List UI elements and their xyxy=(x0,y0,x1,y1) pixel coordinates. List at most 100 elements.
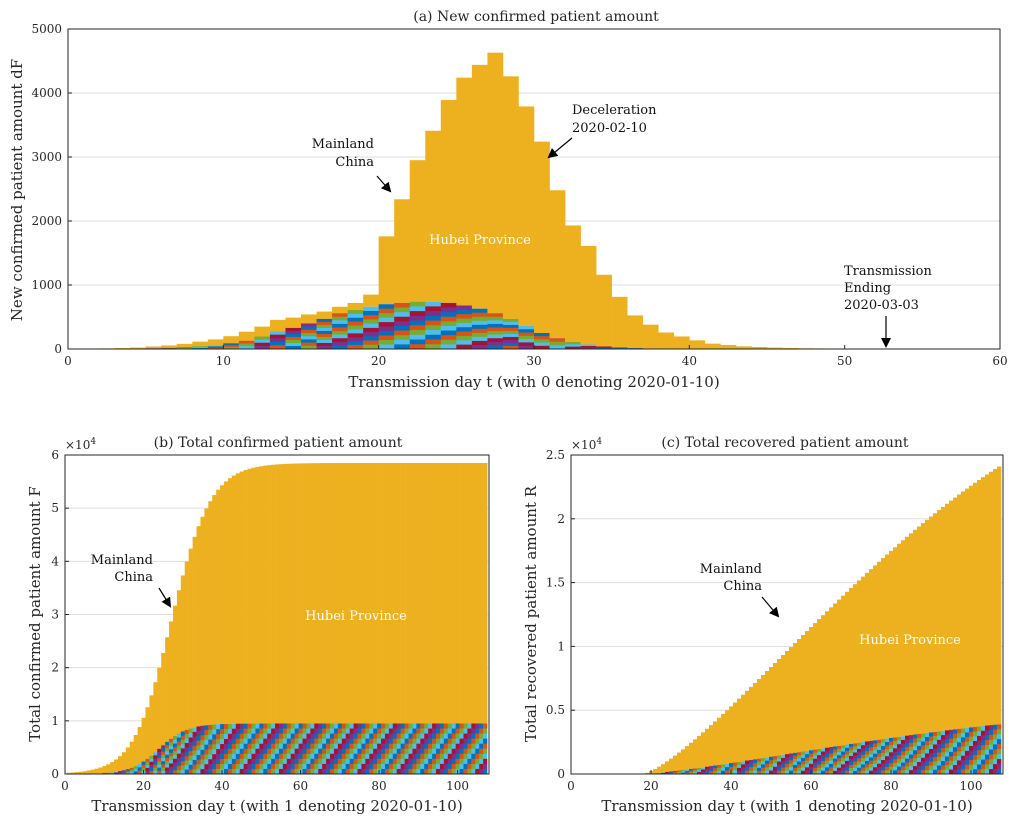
bar-province-c xyxy=(881,770,886,775)
bar-province-b xyxy=(184,734,189,739)
x-tick-label-b: 80 xyxy=(371,779,386,793)
bar-hubei-c xyxy=(933,513,938,732)
bar-province-b xyxy=(412,733,417,740)
bar-province-c xyxy=(925,736,930,742)
bar-province-b xyxy=(231,733,237,740)
bar-province-a xyxy=(518,329,535,333)
bar-province-b xyxy=(333,733,339,740)
bar-province-b xyxy=(165,767,170,772)
bar-province-b xyxy=(322,758,327,765)
bar-province-b xyxy=(377,723,382,729)
bar-province-b xyxy=(259,748,264,755)
bar-province-b xyxy=(341,733,347,740)
bar-province-c xyxy=(981,754,986,760)
bar-province-c xyxy=(965,732,970,738)
bar-province-b xyxy=(392,733,398,740)
bar-province-b xyxy=(129,769,135,773)
bar-hubei-a xyxy=(534,141,550,333)
bar-province-b xyxy=(471,743,476,750)
bar-province-c xyxy=(869,747,874,752)
bar-province-c xyxy=(905,735,910,740)
bar-province-c xyxy=(897,736,902,741)
bar-province-b xyxy=(330,763,335,770)
bar-hubei-b xyxy=(282,463,288,724)
chart-title-b: (b) Total confirmed patient amount xyxy=(154,435,403,451)
bar-province-b xyxy=(161,770,166,775)
bar-province-c xyxy=(897,770,902,775)
bar-province-a xyxy=(518,339,535,343)
bar-province-c xyxy=(993,749,998,755)
bar-province-b xyxy=(184,769,189,775)
bar-hubei-b xyxy=(459,462,464,724)
bar-hubei-b xyxy=(224,481,229,724)
bar-province-b xyxy=(149,764,154,769)
bar-province-b xyxy=(204,744,209,750)
bar-hubei-b xyxy=(110,762,115,773)
bar-province-c xyxy=(741,761,746,765)
bar-province-c xyxy=(945,730,950,736)
y-tick-label-c: 1.5 xyxy=(546,576,565,590)
bar-province-b xyxy=(176,769,182,775)
bar-province-c xyxy=(761,767,766,772)
bar-province-b xyxy=(463,743,468,750)
bar-hubei-b xyxy=(133,735,138,767)
bar-hubei-c xyxy=(977,479,982,727)
bar-province-c xyxy=(893,762,898,768)
bar-province-a xyxy=(502,318,519,323)
bar-province-b xyxy=(286,763,292,770)
bar-province-b xyxy=(227,733,233,740)
bar-province-b xyxy=(208,754,213,760)
bar-province-b xyxy=(290,753,295,760)
bar-province-b xyxy=(259,753,264,760)
bar-province-a xyxy=(285,345,302,350)
bar-hubei-b xyxy=(78,771,83,774)
bar-province-b xyxy=(278,768,284,775)
bar-province-c xyxy=(985,744,990,751)
bar-province-c xyxy=(993,769,998,775)
bar-province-b xyxy=(381,733,386,740)
bar-hubei-a xyxy=(285,317,302,328)
bar-province-b xyxy=(436,738,441,745)
bar-province-c xyxy=(913,750,918,755)
bar-province-c xyxy=(849,743,854,748)
bar-province-b xyxy=(196,740,201,746)
bar-province-b xyxy=(314,763,319,770)
bar-province-c xyxy=(981,725,986,732)
bar-province-c xyxy=(953,765,958,770)
bar-province-b xyxy=(416,753,421,760)
bar-province-b xyxy=(463,758,468,765)
bar-province-b xyxy=(369,723,374,729)
bar-province-b xyxy=(196,745,201,751)
bar-province-b xyxy=(192,736,197,742)
bar-province-c xyxy=(733,762,738,767)
bar-province-b xyxy=(286,738,292,745)
bar-province-c xyxy=(861,758,866,762)
bar-hubei-b xyxy=(161,652,166,746)
bar-province-b xyxy=(271,723,276,729)
bar-province-c xyxy=(925,753,930,758)
bar-province-b xyxy=(137,764,142,768)
bar-province-b xyxy=(365,728,370,734)
bar-province-b xyxy=(247,748,252,755)
bar-province-c xyxy=(789,760,794,765)
bar-province-c xyxy=(865,764,870,768)
bar-province-b xyxy=(436,743,441,750)
bar-province-b xyxy=(133,766,138,770)
bar-province-a xyxy=(502,345,519,350)
bar-province-c xyxy=(877,760,882,765)
bar-province-b xyxy=(373,743,378,750)
bar-province-c xyxy=(865,760,870,765)
bar-province-b xyxy=(439,753,445,760)
bar-province-b xyxy=(239,743,244,750)
bar-province-b xyxy=(341,758,347,765)
bar-province-b xyxy=(443,728,449,734)
bar-province-c xyxy=(817,748,822,753)
bar-province-c xyxy=(973,764,978,770)
bar-province-c xyxy=(717,770,722,775)
bar-province-c xyxy=(721,764,726,768)
bar-province-c xyxy=(929,765,934,771)
y-multiplier-c: ×104 xyxy=(571,437,602,452)
bar-province-b xyxy=(471,753,476,760)
bar-hubei-c xyxy=(961,491,966,729)
bar-province-a xyxy=(363,323,379,329)
